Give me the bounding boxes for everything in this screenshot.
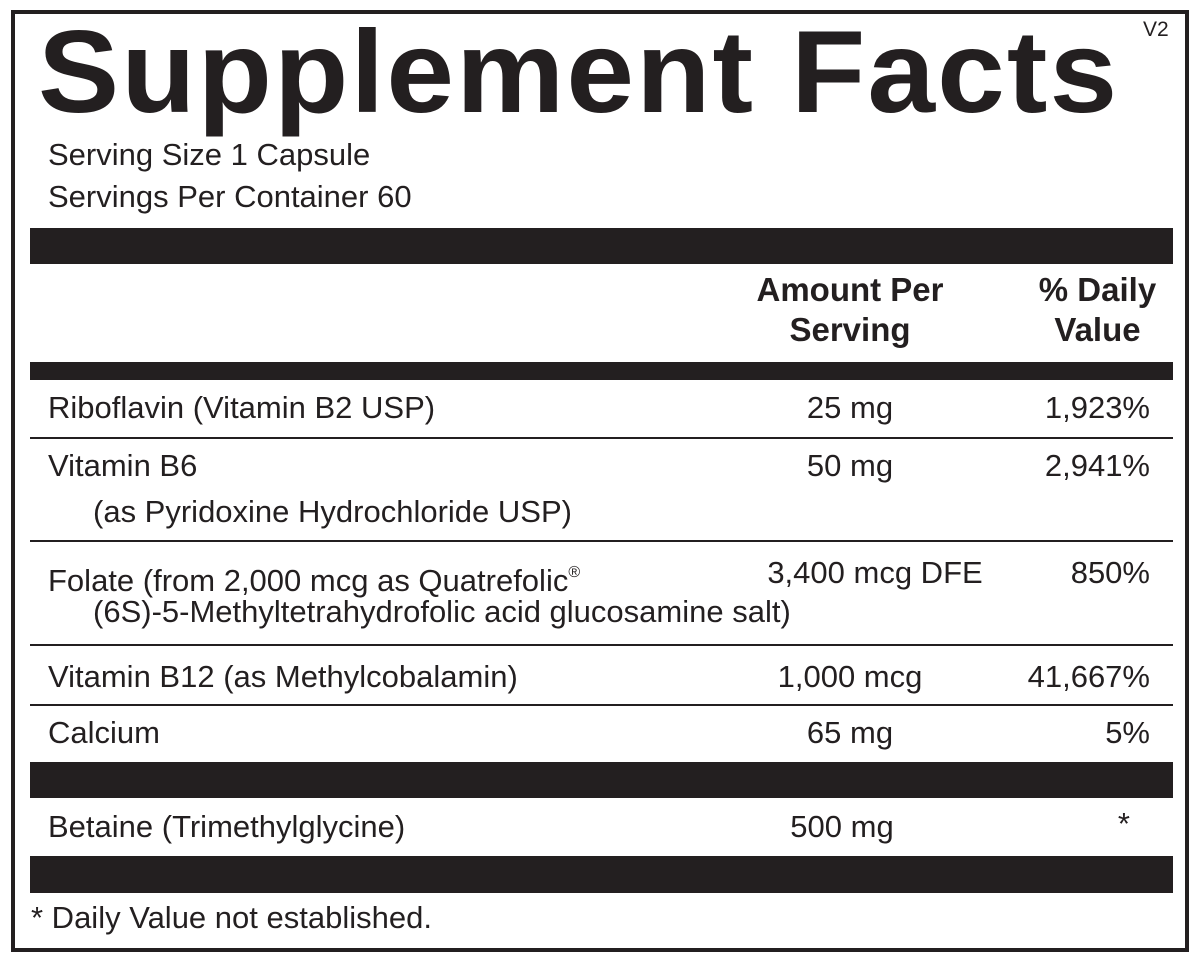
nutrient-dv: 1,923% bbox=[1044, 390, 1150, 425]
amount-header-line2: Serving bbox=[789, 311, 911, 348]
version-tag: V2 bbox=[1143, 18, 1169, 41]
nutrient-amount: 3,400 mcg DFE bbox=[767, 555, 983, 590]
thick-divider bbox=[30, 856, 1173, 893]
serving-size: Serving Size 1 Capsule bbox=[48, 137, 371, 172]
thick-divider bbox=[30, 228, 1173, 264]
ingredient-dv: * bbox=[1117, 806, 1130, 841]
servings-per-container: Servings Per Container 60 bbox=[48, 179, 412, 214]
nutrient-amount: 50 mg bbox=[806, 448, 894, 483]
row-divider bbox=[30, 540, 1173, 542]
row-divider bbox=[30, 644, 1173, 646]
row-divider bbox=[30, 704, 1173, 706]
ingredient-name: Betaine (Trimethylglycine) bbox=[48, 809, 406, 844]
thick-divider bbox=[30, 762, 1173, 798]
amount-header-line1: Amount Per bbox=[756, 271, 944, 308]
nutrient-name: Vitamin B6 bbox=[48, 448, 198, 483]
footnote: * Daily Value not established. bbox=[31, 900, 432, 935]
nutrient-dv: 2,941% bbox=[1044, 448, 1150, 483]
row-divider bbox=[30, 437, 1173, 439]
registered-mark: ® bbox=[568, 564, 581, 581]
nutrient-name-line: Folate (from 2,000 mcg as Quatrefolic® bbox=[48, 555, 580, 599]
nutrient-source: (as Pyridoxine Hydrochloride USP) bbox=[93, 494, 572, 529]
amount-header: Amount Per Serving bbox=[720, 270, 980, 350]
dv-header: % Daily Value bbox=[1020, 270, 1175, 350]
label-border bbox=[11, 10, 1189, 952]
nutrient-name: Riboflavin (Vitamin B2 USP) bbox=[48, 390, 436, 425]
nutrient-name: Vitamin B12 (as Methylcobalamin) bbox=[48, 659, 518, 694]
nutrient-amount: 1,000 mcg bbox=[777, 659, 923, 694]
nutrient-dv: 850% bbox=[1070, 555, 1150, 590]
medium-divider bbox=[30, 362, 1173, 380]
dv-header-line2: Value bbox=[1054, 311, 1141, 348]
nutrient-amount: 25 mg bbox=[806, 390, 894, 425]
nutrient-amount: 65 mg bbox=[806, 715, 894, 750]
nutrient-name: Folate (from 2,000 mcg as Quatrefolic bbox=[48, 563, 569, 598]
nutrient-dv: 5% bbox=[1105, 715, 1150, 750]
label-title: Supplement Facts bbox=[38, 6, 1120, 137]
ingredient-amount: 500 mg bbox=[790, 809, 894, 844]
nutrient-dv: 41,667% bbox=[1027, 659, 1150, 694]
dv-header-line1: % Daily bbox=[1038, 271, 1157, 308]
nutrient-name: Calcium bbox=[48, 715, 160, 750]
nutrient-source: (6S)-5-Methyltetrahydrofolic acid glucos… bbox=[93, 594, 791, 629]
